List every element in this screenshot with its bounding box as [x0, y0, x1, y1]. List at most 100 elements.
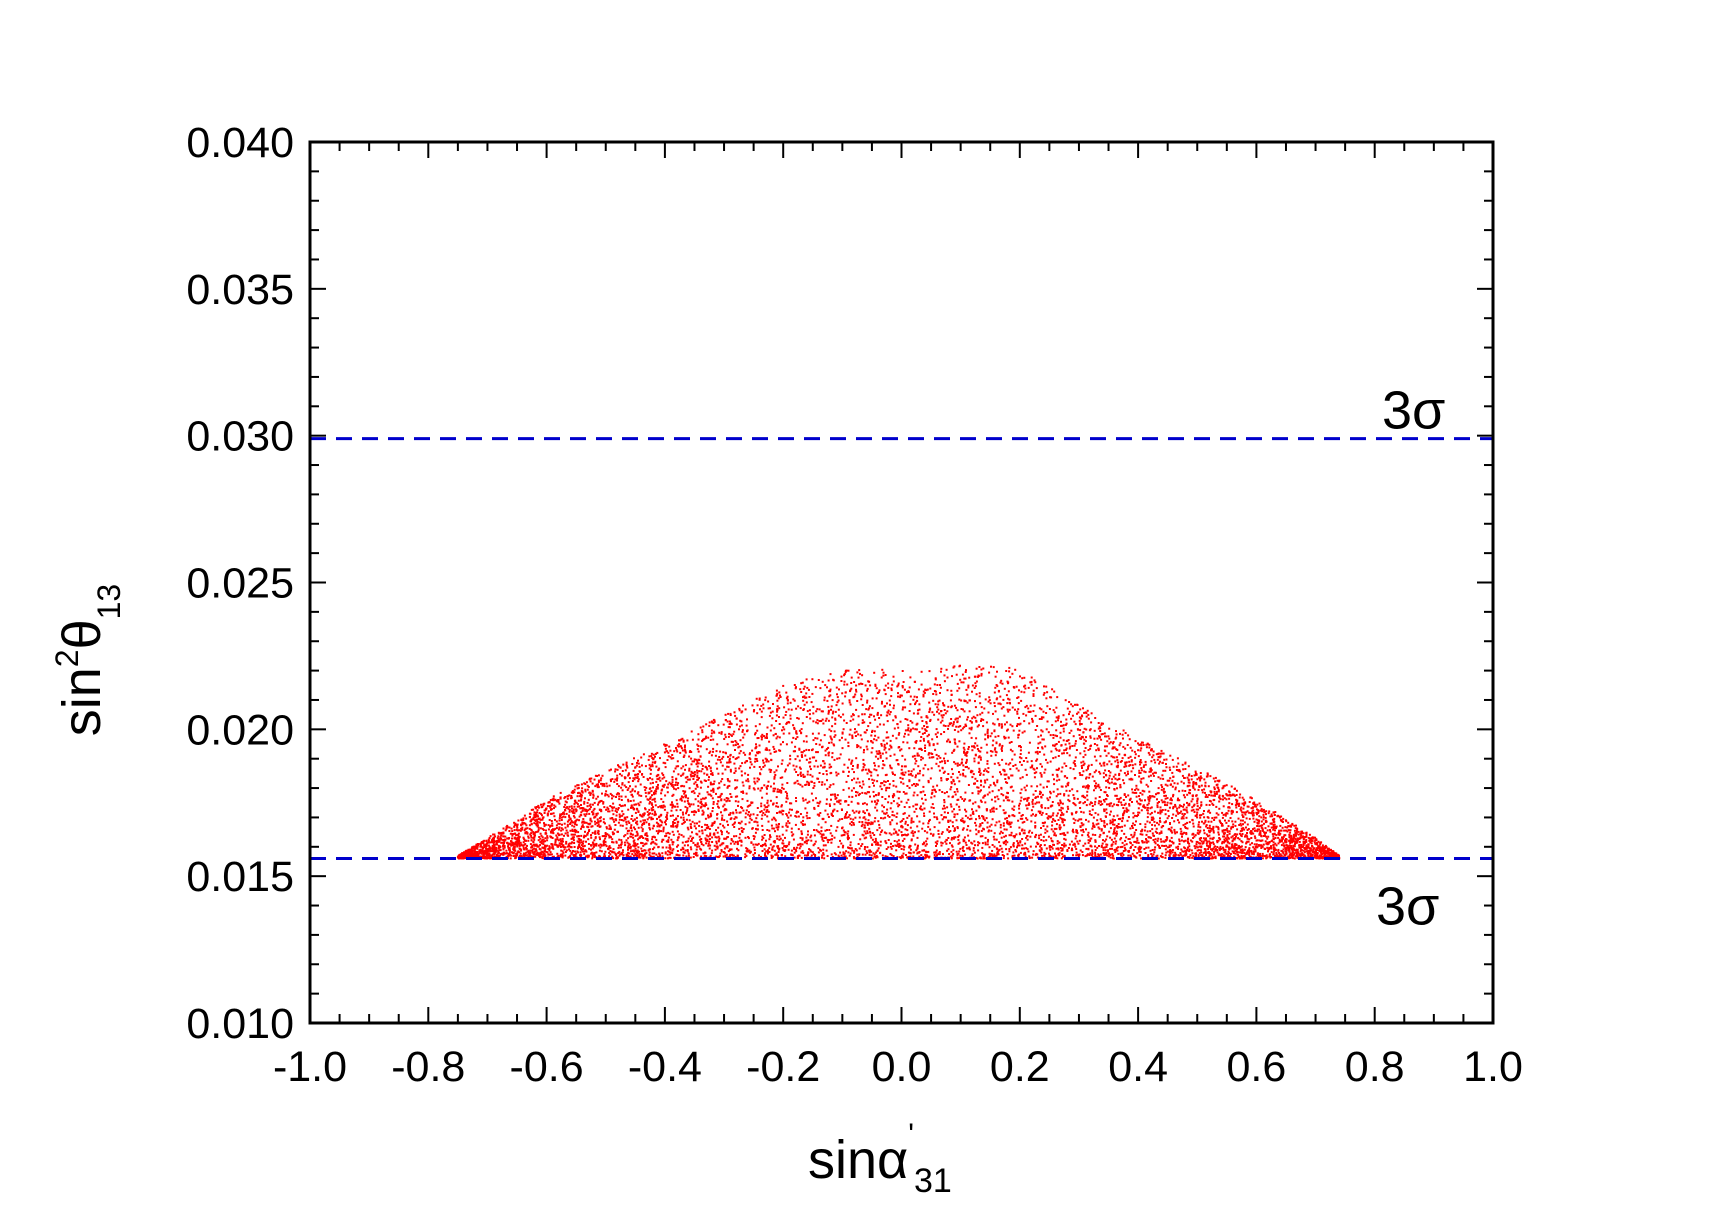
data-point	[1256, 813, 1258, 816]
data-point	[532, 818, 535, 821]
data-point	[1317, 845, 1320, 848]
data-point	[640, 756, 643, 759]
data-point	[676, 839, 679, 842]
data-point	[1008, 708, 1011, 711]
data-point	[762, 703, 765, 706]
data-point	[966, 847, 969, 850]
data-point	[615, 814, 618, 817]
data-point	[909, 852, 912, 855]
data-point	[902, 818, 905, 820]
data-point	[805, 735, 808, 738]
data-point	[1260, 824, 1262, 827]
data-point	[1290, 852, 1292, 855]
data-point	[1203, 851, 1206, 854]
data-point	[780, 789, 783, 792]
data-point	[604, 833, 607, 836]
data-point	[916, 803, 919, 806]
data-point	[841, 747, 844, 750]
data-point	[1175, 765, 1178, 768]
data-point	[1023, 720, 1026, 723]
data-point	[994, 824, 997, 827]
data-point	[545, 829, 547, 832]
data-point	[905, 834, 908, 837]
data-point	[515, 823, 518, 826]
data-point	[500, 841, 503, 844]
data-point	[491, 848, 494, 851]
data-point	[569, 823, 572, 825]
data-point	[951, 845, 954, 848]
data-point	[938, 836, 941, 839]
data-point	[908, 779, 911, 782]
data-point	[778, 691, 781, 694]
data-point	[554, 838, 557, 841]
data-point	[1182, 768, 1185, 771]
data-point	[901, 708, 904, 711]
data-point	[909, 826, 912, 829]
data-point	[491, 846, 494, 849]
data-point	[605, 827, 608, 830]
data-point	[971, 842, 974, 845]
data-point	[709, 783, 712, 786]
data-point	[931, 711, 934, 714]
data-point	[644, 789, 647, 792]
data-point	[982, 816, 985, 819]
data-point	[936, 842, 938, 845]
data-point	[1004, 834, 1007, 837]
data-point	[1246, 837, 1249, 840]
data-point	[1156, 758, 1159, 761]
data-point	[842, 788, 845, 791]
data-point	[1205, 794, 1208, 796]
data-point	[1043, 753, 1046, 756]
data-point	[691, 831, 693, 834]
data-point	[1059, 736, 1062, 739]
data-point	[1026, 835, 1029, 837]
data-point	[588, 808, 591, 811]
data-point	[900, 831, 903, 834]
data-point	[514, 843, 517, 845]
data-point	[1131, 764, 1134, 767]
data-point	[957, 852, 960, 855]
data-point	[576, 803, 579, 806]
data-point	[1286, 826, 1289, 829]
data-point	[1222, 832, 1225, 835]
data-point	[989, 784, 992, 787]
data-point	[1272, 828, 1275, 831]
data-point	[855, 849, 858, 852]
data-point	[882, 760, 884, 762]
data-point	[1057, 768, 1060, 771]
data-point	[1085, 854, 1088, 857]
data-point	[597, 833, 600, 836]
data-point	[1300, 843, 1303, 846]
data-point	[1208, 794, 1211, 796]
data-point	[815, 797, 817, 800]
data-point	[1239, 849, 1242, 852]
data-point	[1168, 779, 1171, 782]
data-point	[581, 824, 584, 827]
data-point	[712, 738, 715, 741]
data-point	[997, 762, 1000, 765]
data-point	[897, 805, 900, 808]
data-point	[856, 766, 859, 769]
data-point	[848, 733, 851, 736]
data-point	[1273, 850, 1276, 853]
data-point	[686, 840, 689, 843]
data-point	[1154, 830, 1157, 833]
data-point	[752, 710, 755, 713]
data-point	[859, 838, 862, 841]
data-point	[807, 839, 810, 842]
data-point	[844, 738, 847, 741]
data-point	[956, 790, 959, 793]
data-point	[536, 814, 539, 817]
data-point	[833, 836, 836, 839]
data-point	[921, 797, 923, 800]
data-point	[756, 712, 759, 715]
data-point	[940, 667, 943, 670]
data-point	[661, 855, 664, 858]
data-point	[1091, 808, 1094, 811]
data-point	[1170, 850, 1173, 853]
data-point	[1030, 814, 1033, 817]
data-point	[818, 814, 821, 817]
data-point	[1125, 836, 1128, 839]
data-point	[1039, 812, 1041, 815]
data-point	[503, 845, 506, 847]
